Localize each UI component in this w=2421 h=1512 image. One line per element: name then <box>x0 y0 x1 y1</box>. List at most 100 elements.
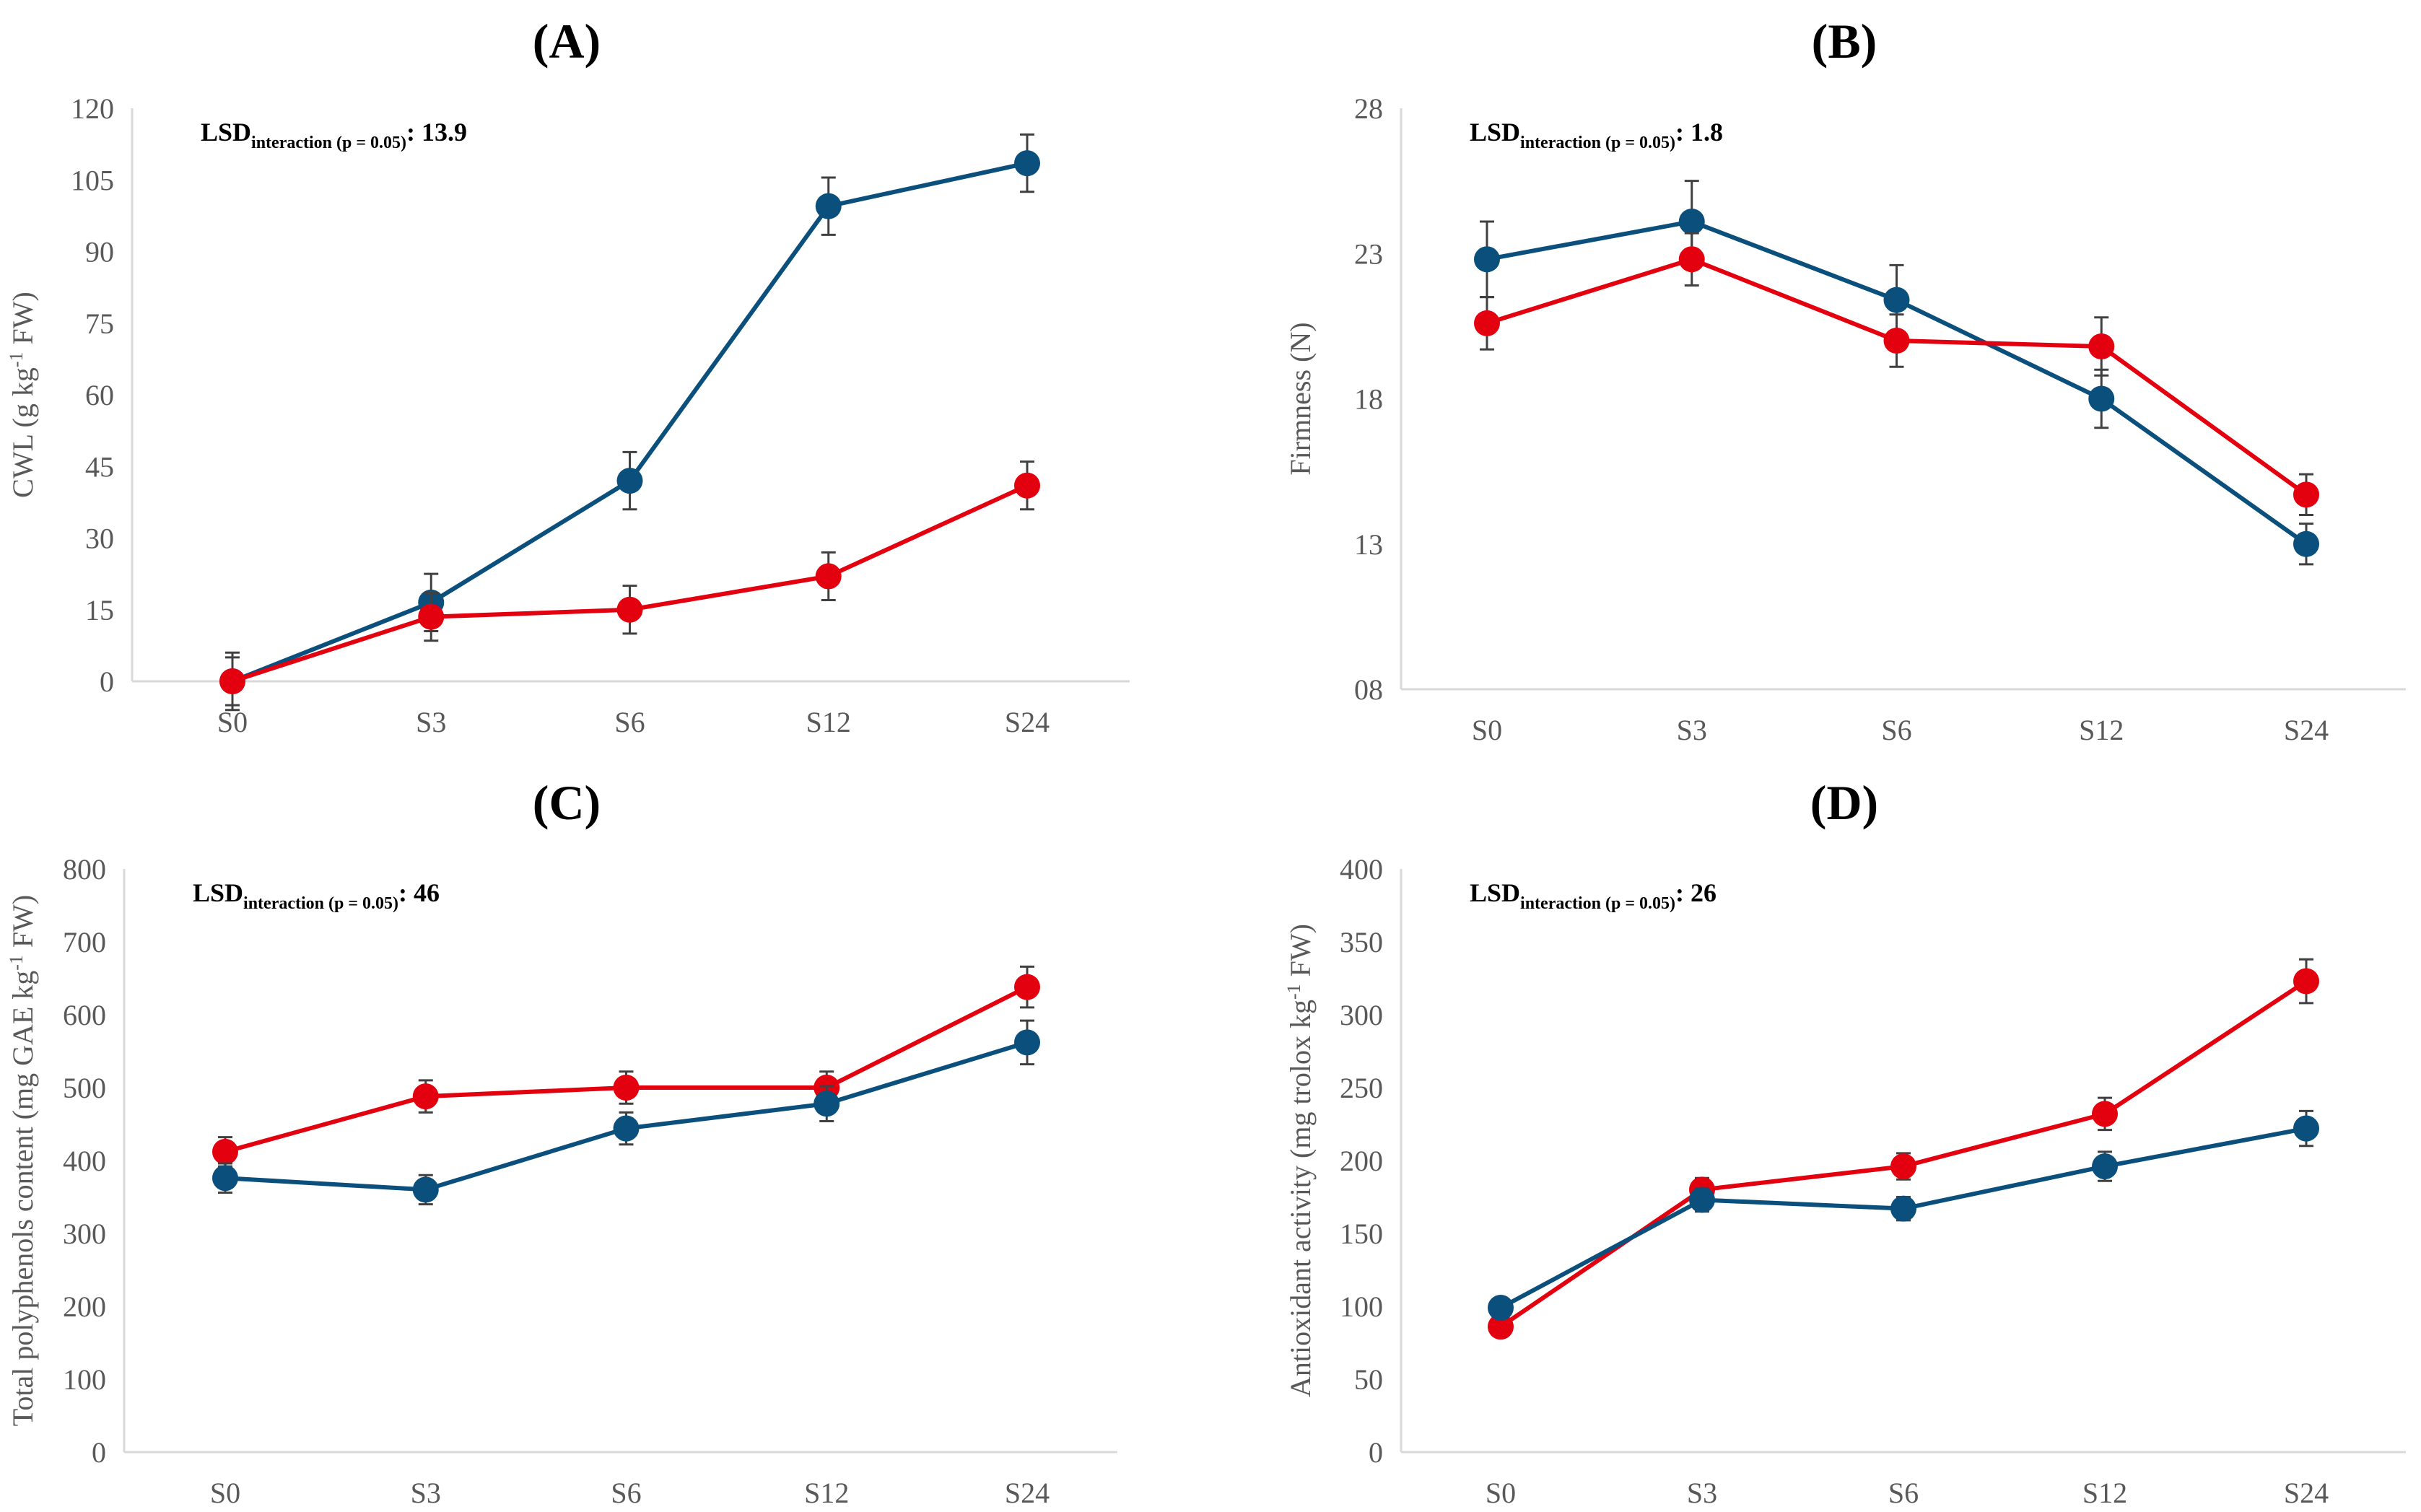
x-tick-label: S24 <box>1005 1477 1050 1509</box>
data-point <box>1014 974 1040 1000</box>
data-point <box>1488 1295 1514 1321</box>
lsd-annotation: LSDinteraction (p = 0.05): 1.8 <box>1470 118 1723 152</box>
y-tick-label: 30 <box>85 523 114 555</box>
x-tick-label: S0 <box>210 1477 240 1509</box>
x-tick-label: S6 <box>1881 714 1911 746</box>
y-tick-label: 800 <box>63 853 106 886</box>
y-axis-label: Firmness (N) <box>1284 322 1317 475</box>
x-tick-label: S0 <box>217 706 248 738</box>
y-tick-label: 200 <box>1340 1145 1383 1177</box>
y-tick-label: 13 <box>1354 528 1383 561</box>
y-tick-label: 23 <box>1354 237 1383 270</box>
y-tick-label: 60 <box>85 379 114 411</box>
data-point <box>2293 1115 2319 1142</box>
panel-label: (A) <box>533 14 601 69</box>
x-tick-label: S24 <box>2284 1477 2329 1509</box>
data-point <box>613 1115 640 1142</box>
y-tick-label: 350 <box>1340 926 1383 958</box>
panel-a: (A) 0 15 30 45 60 75 90 105 120 S0 S3 S6 S12 S24 CWL (g… <box>6 14 1130 738</box>
data-point <box>212 1138 238 1165</box>
data-point <box>616 468 643 494</box>
x-tick-label: S24 <box>2284 714 2329 746</box>
y-axis-label: Antioxidant activity (mg trolox kg-1 FW) <box>1283 924 1317 1397</box>
data-point <box>412 1176 439 1203</box>
y-tick-label: 400 <box>63 1145 106 1177</box>
y-tick-label: 0 <box>1369 1436 1383 1469</box>
y-tick-label: 100 <box>63 1363 106 1396</box>
x-tick-label: S6 <box>614 706 645 738</box>
x-tick-label: S3 <box>1677 714 1707 746</box>
series-blue <box>1488 1109 2319 1321</box>
x-tick-label: S6 <box>1888 1477 1919 1509</box>
panel-label: (D) <box>1810 775 1878 830</box>
lsd-annotation: LSDinteraction (p = 0.05): 13.9 <box>201 118 467 152</box>
panel-d: (D) 0 50 100 150 200 250 300 350 400 S0 S3 S6 S12 S24 A… <box>1283 775 2406 1509</box>
lsd-annotation: LSDinteraction (p = 0.05): 46 <box>193 878 440 913</box>
panel-label: (C) <box>533 775 601 830</box>
panel-b: (B) 08 13 18 23 28 S0 S3 S6 S12 S24 Firmness (N) LSD… <box>1284 14 2406 746</box>
x-tick-label: S0 <box>1486 1477 1516 1509</box>
y-tick-label: 0 <box>100 665 114 698</box>
x-tick-label: S0 <box>1472 714 1502 746</box>
y-tick-label: 90 <box>85 236 114 268</box>
data-point <box>1014 150 1040 177</box>
data-point <box>2088 333 2115 360</box>
x-tick-label: S3 <box>411 1477 441 1509</box>
series-blue <box>1474 180 2319 566</box>
data-point <box>1890 1153 1916 1180</box>
data-point <box>219 668 245 694</box>
data-point <box>2092 1153 2118 1180</box>
y-tick-label: 200 <box>63 1290 106 1323</box>
y-tick-label: 600 <box>63 999 106 1031</box>
data-point <box>2092 1101 2118 1127</box>
y-tick-label: 45 <box>85 450 114 483</box>
panel-c: (C) 0 100 200 300 400 500 600 700 800 S0 S3 S6 S12 S24… <box>6 775 1117 1509</box>
y-tick-label: 28 <box>1354 92 1383 125</box>
data-point <box>2293 530 2319 557</box>
data-point <box>1014 1029 1040 1056</box>
series-red <box>1474 232 2319 516</box>
x-tick-label: S12 <box>2082 1477 2127 1509</box>
y-tick-label: 300 <box>1340 999 1383 1031</box>
data-point <box>1883 328 1910 354</box>
y-tick-label: 105 <box>71 164 114 196</box>
data-point <box>1678 246 1705 273</box>
data-point <box>418 603 445 630</box>
y-tick-label: 500 <box>63 1072 106 1104</box>
y-tick-label: 120 <box>71 92 114 125</box>
y-tick-label: 18 <box>1354 383 1383 416</box>
data-point <box>1014 472 1040 499</box>
y-tick-label: 15 <box>85 594 114 626</box>
y-axis-label: Total polyphenols content (mg GAE kg-1 F… <box>6 895 39 1427</box>
y-tick-label: 0 <box>92 1436 106 1469</box>
x-tick-label: S6 <box>611 1477 641 1509</box>
data-point <box>1890 1195 1916 1222</box>
y-axis-label: CWL (g kg-1 FW) <box>6 292 39 498</box>
y-tick-label: 150 <box>1340 1218 1383 1250</box>
lsd-annotation: LSDinteraction (p = 0.05): 26 <box>1470 878 1716 913</box>
series-line <box>232 483 1029 683</box>
data-point <box>1488 1314 1514 1340</box>
data-point <box>1678 208 1705 235</box>
data-point <box>616 596 643 623</box>
data-point <box>813 1091 840 1117</box>
series-blue <box>212 1019 1040 1206</box>
panel-label: (B) <box>1812 14 1877 69</box>
data-point <box>1474 310 1500 336</box>
y-tick-label: 08 <box>1354 673 1383 706</box>
y-tick-label: 75 <box>85 307 114 340</box>
y-tick-label: 400 <box>1340 853 1383 886</box>
x-tick-label: S3 <box>1687 1477 1717 1509</box>
y-tick-label: 50 <box>1354 1363 1383 1396</box>
data-point <box>815 193 842 219</box>
data-point <box>815 563 842 590</box>
series-red <box>1488 958 2319 1340</box>
data-point <box>2293 481 2319 508</box>
x-tick-label: S24 <box>1005 706 1050 738</box>
series-red <box>219 460 1040 707</box>
x-tick-label: S3 <box>416 706 446 738</box>
data-point <box>1689 1187 1715 1213</box>
data-point <box>1474 246 1500 273</box>
data-point <box>613 1075 640 1101</box>
